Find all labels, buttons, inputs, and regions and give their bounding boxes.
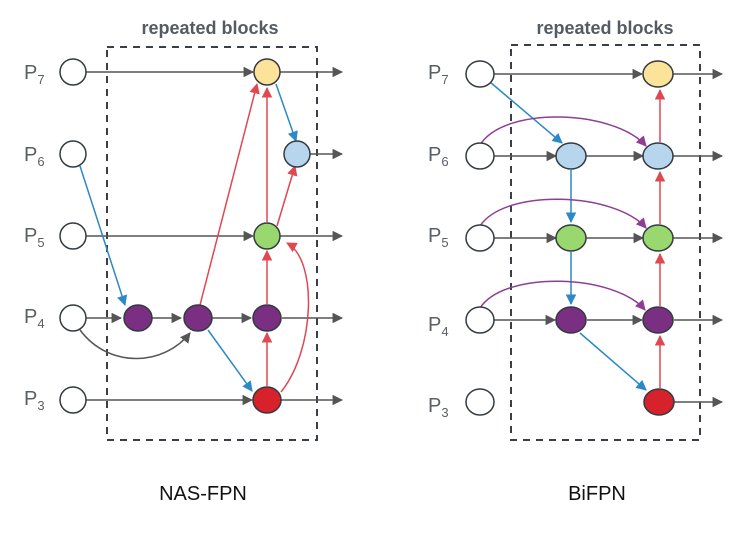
- blue-arrow: [275, 83, 298, 142]
- intermediate-node-p4: [555, 306, 587, 334]
- level-label-p3: P3: [428, 395, 449, 420]
- blue-arrow: [207, 329, 253, 392]
- level-label-p5: P5: [24, 225, 45, 250]
- level-label-p6: P6: [24, 144, 45, 169]
- feature-node-p4-b: [183, 304, 213, 332]
- feature-node-p6: [283, 140, 311, 168]
- blue-arrow: [489, 81, 563, 144]
- output-node-p3: [643, 388, 675, 416]
- feature-node-p4-c: [252, 304, 282, 332]
- curved-gray-arrow: [79, 329, 191, 360]
- level-label-p5: P5: [428, 225, 449, 250]
- panel-bifpn: repeated blocks P7 P6 P5 P4 P3: [428, 18, 724, 505]
- input-node-p7: [59, 58, 87, 86]
- feature-node-p7: [253, 58, 281, 86]
- block-title-nasfpn: repeated blocks: [141, 18, 278, 38]
- level-label-p7: P7: [24, 62, 45, 87]
- red-arrow: [199, 82, 260, 306]
- output-node-p6: [642, 142, 674, 170]
- intermediate-node-p6: [555, 142, 587, 170]
- input-node-p6: [59, 140, 87, 168]
- purple-skip-arrow: [479, 198, 647, 229]
- input-node-p7: [465, 60, 495, 88]
- output-node-p5: [642, 224, 674, 252]
- purple-skip-arrow: [479, 116, 647, 147]
- level-label-p4: P4: [428, 314, 449, 339]
- output-node-p4: [642, 306, 674, 334]
- caption-nasfpn: NAS-FPN: [159, 483, 247, 505]
- block-title-bifpn: repeated blocks: [536, 18, 673, 38]
- level-label-p6: P6: [428, 144, 449, 169]
- panel-nasfpn: repeated blocks P7 P6 P5 P4 P3: [24, 18, 344, 505]
- feature-node-p3: [252, 386, 282, 414]
- level-label-p4: P4: [24, 306, 45, 331]
- intermediate-node-p5: [555, 224, 587, 252]
- input-node-p6: [465, 142, 495, 170]
- blue-arrow: [579, 332, 647, 391]
- curved-red-arrow: [280, 242, 310, 393]
- input-node-p3: [465, 388, 495, 416]
- level-label-p3: P3: [24, 388, 45, 413]
- input-node-p3: [59, 386, 87, 414]
- level-label-p7: P7: [428, 62, 449, 87]
- input-node-p4: [59, 304, 87, 332]
- input-node-p5: [465, 224, 495, 252]
- caption-bifpn: BiFPN: [568, 483, 626, 505]
- repeated-block-box-bifpn: [510, 44, 701, 441]
- input-node-p4: [465, 306, 495, 334]
- output-node-p7: [642, 60, 674, 88]
- blue-arrow: [79, 165, 128, 306]
- red-arrow: [276, 164, 298, 227]
- input-node-p5: [59, 222, 87, 250]
- purple-skip-arrow: [479, 280, 646, 311]
- repeated-block-box-nasfpn: [106, 46, 318, 441]
- feature-node-p4-a: [123, 304, 153, 332]
- feature-node-p5: [253, 222, 281, 250]
